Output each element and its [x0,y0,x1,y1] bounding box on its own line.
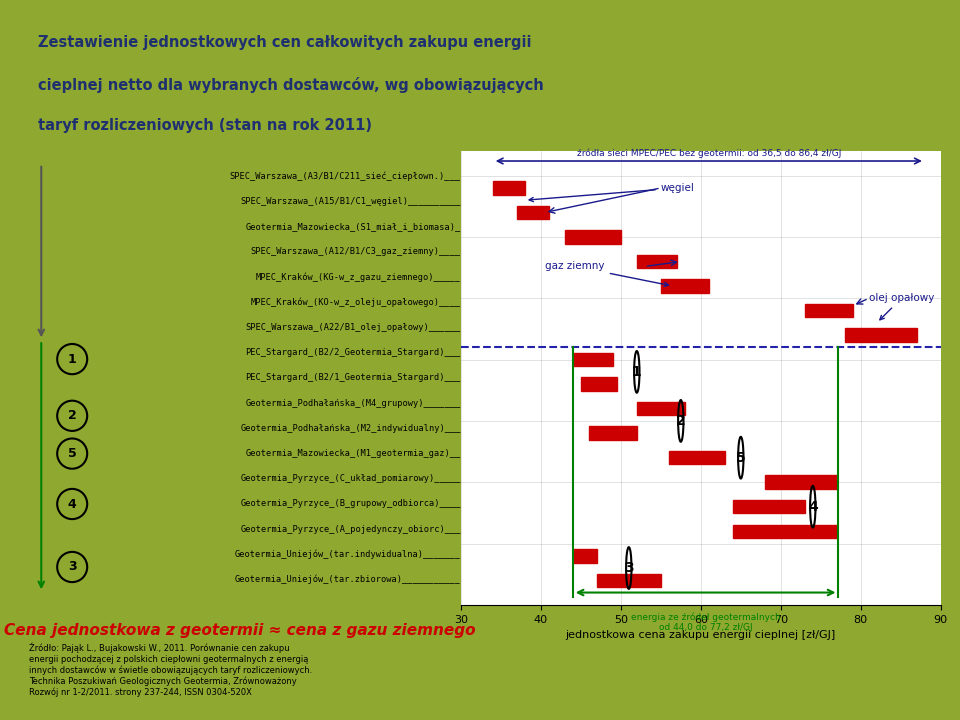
Text: MPEC_Kraków_(KG-w_z_gazu_ziemnego)_____: MPEC_Kraków_(KG-w_z_gazu_ziemnego)_____ [256,272,461,282]
Bar [573,549,597,562]
Bar [636,255,677,269]
Bar [573,353,612,366]
Text: PEC_Stargard_(B2/1_Geotermia_Stargard)___: PEC_Stargard_(B2/1_Geotermia_Stargard)__… [246,374,461,382]
X-axis label: jednostkowa cena zakupu energii cieplnej [zł/GJ]: jednostkowa cena zakupu energii cieplnej… [565,630,836,640]
Bar [660,279,708,293]
Text: olej opałowy: olej opałowy [869,293,934,320]
Text: MPEC_Kraków_(KO-w_z_oleju_opałowego)____: MPEC_Kraków_(KO-w_z_oleju_opałowego)____ [251,297,461,307]
Bar [516,206,549,219]
Bar [564,230,621,244]
Text: Zestawienie jednostkowych cen całkowitych zakupu energii: Zestawienie jednostkowych cen całkowityc… [37,35,531,50]
Text: 4: 4 [68,498,77,510]
Text: 5: 5 [736,451,746,464]
Text: Geotermia_Podhałańska_(M4_grupowy)_______: Geotermia_Podhałańska_(M4_grupowy)______… [246,399,461,408]
Text: SPEC_Warszawa_(A22/B1_olej_opałowy)______: SPEC_Warszawa_(A22/B1_olej_opałowy)_____… [246,323,461,332]
Bar [588,426,636,440]
Text: 3: 3 [624,561,634,575]
Text: Geotermia_Mazowiecka_(S1_miał_i_biomasa)_: Geotermia_Mazowiecka_(S1_miał_i_biomasa)… [246,222,461,231]
Text: SPEC_Warszawa_(A3/B1/C211_sieć_ciepłown.)___: SPEC_Warszawa_(A3/B1/C211_sieć_ciepłown.… [229,171,461,181]
Bar [581,377,616,391]
Bar [845,328,917,342]
Text: Geotermia_Pyrzyce_(A_pojedynczy_obiorc)___: Geotermia_Pyrzyce_(A_pojedynczy_obiorc)_… [240,525,461,534]
Text: Geotermia_Uniejów_(tar.zbiorowa)___________: Geotermia_Uniejów_(tar.zbiorowa)________… [235,575,461,585]
Text: SPEC_Warszawa_(A12/B1/C3_gaz_ziemny)____: SPEC_Warszawa_(A12/B1/C3_gaz_ziemny)____ [251,248,461,256]
Bar [732,524,837,538]
Text: PEC_Stargard_(B2/2_Geotermia_Stargard)___: PEC_Stargard_(B2/2_Geotermia_Stargard)__… [246,348,461,357]
Text: taryf rozliczeniowych (stan na rok 2011): taryf rozliczeniowych (stan na rok 2011) [37,118,372,133]
Text: Geotermia_Uniejów_(tar.indywidualna)_______: Geotermia_Uniejów_(tar.indywidualna)____… [235,549,461,559]
Text: źródła sieci MPEC/PEC bez geotermii: od 36,5 do 86,4 zł/GJ: źródła sieci MPEC/PEC bez geotermii: od … [577,149,841,158]
Text: Źródło: Pająk L., Bujakowski W., 2011. Porównanie cen zakupu
energii pochodzącej: Źródło: Pająk L., Bujakowski W., 2011. P… [29,643,312,696]
Text: cieplnej netto dla wybranych dostawców, wg obowiązujących: cieplnej netto dla wybranych dostawców, … [37,76,543,93]
Text: energia ze źródeł geotermalnych
od 44,0 do 77,2 zł/GJ: energia ze źródeł geotermalnych od 44,0 … [631,612,780,632]
Text: 1: 1 [68,353,77,366]
Text: 2: 2 [676,414,685,428]
Bar [636,402,684,415]
Text: SPEC_Warszawa_(A15/B1/C1_węgiel)__________: SPEC_Warszawa_(A15/B1/C1_węgiel)________… [240,197,461,206]
Text: Cena jednostkowa z geotermii ≈ cena z gazu ziemnego: Cena jednostkowa z geotermii ≈ cena z ga… [4,623,476,637]
Text: Geotermia_Pyrzyce_(B_grupowy_odbiorca)____: Geotermia_Pyrzyce_(B_grupowy_odbiorca)__… [240,500,461,508]
Text: 2: 2 [68,409,77,423]
Bar [597,574,660,587]
Text: węgiel: węgiel [529,183,695,202]
Bar [732,500,804,513]
Bar [669,451,725,464]
Text: 5: 5 [68,447,77,460]
Text: 1: 1 [632,365,641,379]
Text: Geotermia_Mazowiecka_(M1_geotermia_gaz)__: Geotermia_Mazowiecka_(M1_geotermia_gaz)_… [246,449,461,458]
Text: 4: 4 [808,500,818,514]
Bar [765,475,837,489]
Text: Geotermia_Podhałańska_(M2_indywidualny)___: Geotermia_Podhałańska_(M2_indywidualny)_… [240,424,461,433]
Text: gaz ziemny: gaz ziemny [545,261,668,287]
Text: Geotermia_Pyrzyce_(C_układ_pomiarowy)_____: Geotermia_Pyrzyce_(C_układ_pomiarowy)___… [240,474,461,483]
Bar [804,304,852,318]
Text: 3: 3 [68,560,77,574]
Bar [492,181,525,194]
